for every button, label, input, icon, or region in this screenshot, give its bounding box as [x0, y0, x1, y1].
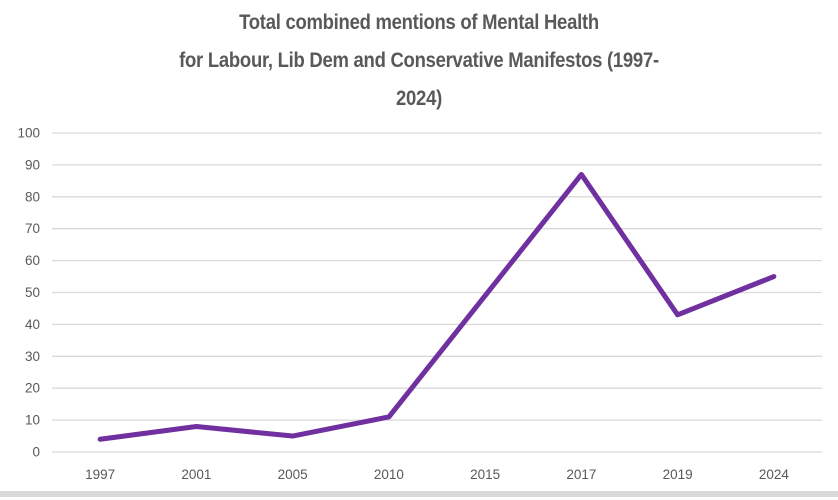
x-tick-label-2015: 2015	[470, 467, 500, 482]
series-line-mental-health-mentions	[97, 171, 777, 442]
chart-title-line-1: Total combined mentions of Mental Health	[239, 11, 599, 34]
x-tick-label-2017: 2017	[566, 467, 596, 482]
y-tick-label-50: 50	[25, 285, 40, 300]
y-tick-label-70: 70	[25, 221, 40, 236]
x-tick-label-2019: 2019	[663, 467, 693, 482]
y-tick-label-30: 30	[25, 349, 40, 364]
y-tick-label-80: 80	[25, 189, 40, 204]
chart-title: Total combined mentions of Mental Health…	[50, 4, 787, 118]
y-tick-label-40: 40	[25, 317, 40, 332]
y-tick-label-10: 10	[25, 413, 40, 428]
x-tick-label-1997: 1997	[85, 467, 115, 482]
y-tick-label-60: 60	[25, 253, 40, 268]
y-tick-label-100: 100	[17, 126, 40, 141]
x-tick-label-2005: 2005	[278, 467, 308, 482]
bottom-edge-bar	[0, 491, 838, 497]
y-tick-label-20: 20	[25, 381, 40, 396]
y-tick-label-0: 0	[32, 445, 40, 460]
x-tick-label-2010: 2010	[374, 467, 404, 482]
chart-title-line-2: for Labour, Lib Dem and Conservative Man…	[179, 49, 659, 72]
x-tick-label-2001: 2001	[181, 467, 211, 482]
y-tick-label-90: 90	[25, 157, 40, 172]
x-tick-label-2024: 2024	[759, 467, 790, 482]
chart-title-line-3: 2024)	[396, 87, 442, 110]
